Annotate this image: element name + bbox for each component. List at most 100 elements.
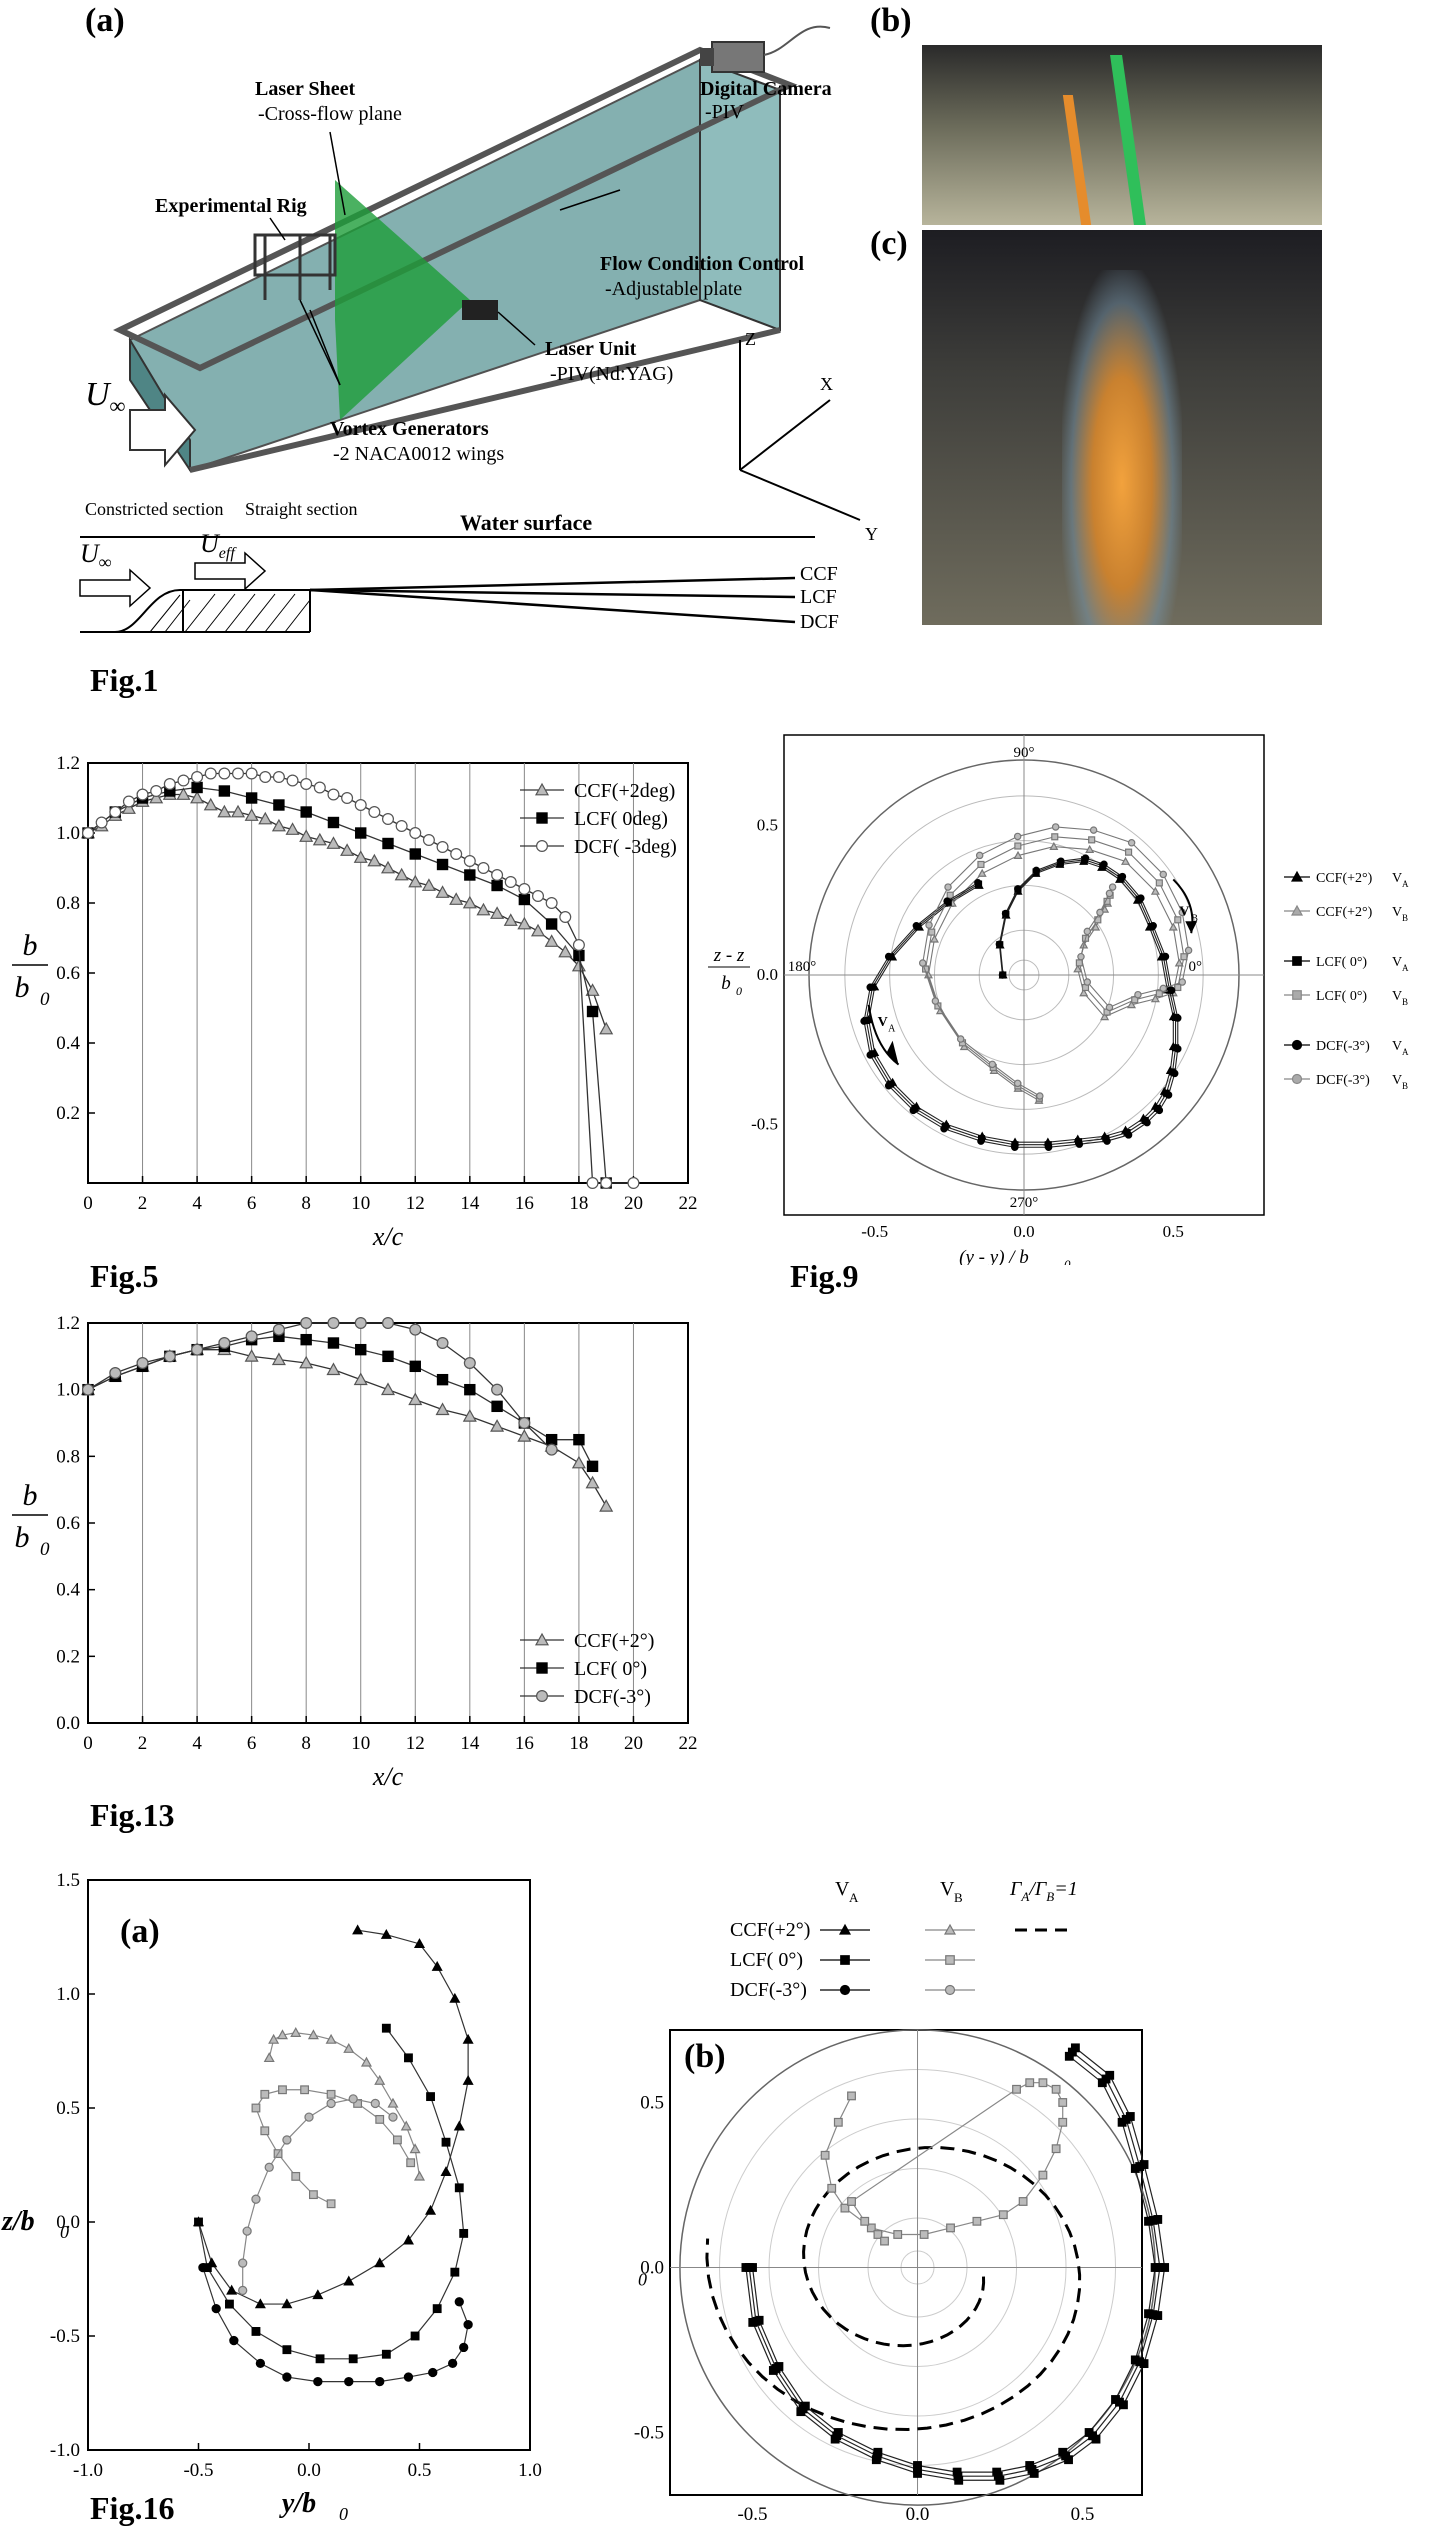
data-point-triangle	[299, 1355, 314, 1369]
spiral-va-point	[940, 1125, 948, 1133]
data-point-square	[382, 837, 394, 850]
data-point-circle	[477, 861, 490, 874]
spiral-va-point	[1081, 854, 1090, 862]
va-trajectory-point	[1125, 2112, 1135, 2121]
series-line-2	[87, 1322, 553, 1451]
laser-sheet-sub: -Cross-flow plane	[258, 103, 402, 125]
x-tick-label: 14	[460, 1733, 480, 1754]
data-point-circle	[163, 1350, 176, 1363]
data-point-square	[573, 1433, 585, 1446]
spiral-va-point	[1014, 885, 1022, 893]
trajectory-point-square	[291, 2171, 301, 2181]
spiral-vb-point	[1134, 990, 1142, 999]
trajectory-point-circle	[428, 2367, 438, 2378]
data-point-triangle	[435, 1402, 450, 1416]
x-tick-label: 1.0	[518, 2460, 542, 2481]
spiral-va-point	[1075, 1140, 1084, 1148]
trajectory-point-square	[300, 2085, 310, 2095]
data-point-triangle	[258, 811, 273, 825]
legend-marker-triangle	[534, 1632, 550, 1646]
data-point-circle	[136, 788, 149, 801]
channel-top-rail	[113, 46, 798, 372]
spiral-va-point	[1164, 1091, 1173, 1099]
experimental-rig	[253, 233, 337, 300]
data-point-triangle	[353, 850, 368, 863]
spiral-va-point	[1174, 1014, 1182, 1022]
y-tick-label: 0.8	[56, 1446, 80, 1467]
data-point-triangle	[244, 808, 259, 821]
trajectory-point-square	[251, 2103, 261, 2113]
data-point-square	[586, 1005, 599, 1018]
trajectory-point-circle	[282, 2135, 292, 2145]
trajectory-point-circle	[282, 2372, 292, 2382]
spiral-vb-point	[1105, 889, 1114, 898]
data-point-circle	[368, 805, 381, 818]
data-point-circle	[518, 883, 531, 896]
data-point-square	[586, 1460, 599, 1473]
y-tick-label: -1.0	[50, 2440, 80, 2461]
data-point-circle	[136, 1356, 149, 1369]
data-point-square	[327, 1337, 340, 1349]
trajectory-point-triangle	[374, 2074, 386, 2085]
data-point-circle	[245, 767, 258, 780]
spiral-va-point	[1044, 1143, 1053, 1151]
data-point-triangle	[121, 801, 136, 814]
trajectory-point-triangle	[343, 2275, 355, 2286]
vb-trajectory-point	[833, 2117, 843, 2127]
spiral-vb-point	[946, 891, 954, 899]
data-point-circle	[109, 805, 122, 818]
data-point-triangle	[476, 902, 491, 916]
spiral-va-point	[1137, 894, 1145, 902]
trajectory-point-circle	[198, 2262, 208, 2273]
spiral-va-point	[884, 1081, 893, 1090]
data-point-circle	[191, 771, 204, 784]
data-point-triangle	[517, 916, 532, 930]
data-point-circle	[163, 777, 176, 790]
y-axis-label-subscript: 0	[736, 984, 742, 998]
data-point-circle	[504, 876, 517, 889]
legend-label: CCF(+2deg)	[574, 780, 675, 802]
data-point-triangle	[571, 1455, 586, 1469]
trajectory-point-triangle	[263, 2052, 275, 2063]
photo-b	[922, 45, 1322, 225]
data-point-circle	[232, 767, 245, 780]
arrow-vb-subscript: B	[1191, 913, 1198, 924]
trajectory-point-triangle	[462, 2074, 474, 2085]
data-point-circle	[409, 1323, 422, 1336]
spiral-vb-point	[944, 883, 952, 891]
figure-1-panel-c: (c)	[870, 225, 908, 262]
vb-trajectory-point	[820, 2150, 830, 2160]
header-va: V	[835, 1878, 850, 1900]
laser-sheet	[335, 180, 470, 420]
data-point-square	[191, 781, 203, 794]
y-axis-label-numerator: b	[23, 1479, 38, 1512]
trajectory-point-triangle	[290, 2027, 302, 2037]
legend-marker	[1291, 1039, 1303, 1051]
vb-trajectory-point	[1051, 2144, 1061, 2154]
photo-c	[922, 230, 1322, 625]
spiral-va-point	[1167, 986, 1176, 995]
figure-1-panel-a: (a)	[85, 2, 125, 39]
spiral-vb-point	[1159, 984, 1168, 993]
data-point-circle	[300, 1317, 313, 1330]
laser-unit-sub: -PIV(Nd:YAG)	[550, 363, 673, 385]
data-point-circle	[559, 911, 572, 924]
spiral-vb-point	[918, 959, 927, 967]
y-tick-label: 1.2	[56, 1313, 80, 1334]
vb-trajectory-point	[998, 2210, 1008, 2220]
trajectory-point-triangle	[254, 2298, 266, 2309]
y-tick-label: 0.0	[56, 2212, 80, 2233]
trajectory-point-circle	[238, 2258, 248, 2268]
data-point-triangle	[421, 878, 436, 891]
trajectory-point-square	[450, 2267, 460, 2277]
vb-trajectory-point	[1018, 2197, 1028, 2206]
data-point-square	[327, 816, 340, 829]
data-point-square	[545, 1433, 558, 1446]
spiral-vb-point	[988, 1060, 997, 1069]
legend-va-marker	[840, 1955, 850, 1965]
spiral-va-point	[1103, 1137, 1111, 1145]
legend-marker-circle	[535, 839, 548, 852]
trajectory-point-circle	[348, 2094, 358, 2104]
y-tick-label: 0.5	[640, 2093, 664, 2114]
